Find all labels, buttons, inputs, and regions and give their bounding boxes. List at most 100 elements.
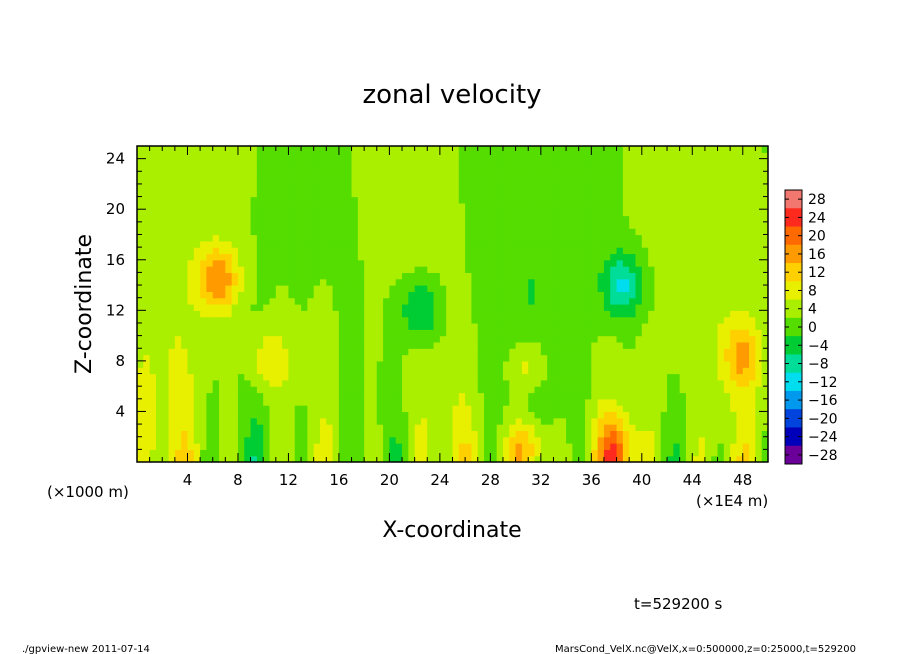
- heatmap-cell: [244, 392, 252, 400]
- heatmap-cell: [225, 190, 233, 198]
- heatmap-cell: [717, 322, 725, 330]
- heatmap-cell: [402, 297, 409, 305]
- heatmap-cell: [679, 341, 687, 349]
- heatmap-cell: [698, 183, 706, 191]
- heatmap-cell: [660, 411, 668, 419]
- heatmap-cell: [439, 272, 447, 280]
- heatmap-cell: [351, 190, 359, 198]
- heatmap-cell: [307, 417, 315, 425]
- heatmap-cell: [761, 183, 768, 191]
- heatmap-cell: [364, 259, 372, 267]
- heatmap-cell: [446, 215, 454, 223]
- heatmap-cell: [427, 316, 435, 324]
- heatmap-cell: [376, 209, 384, 217]
- heatmap-cell: [679, 228, 687, 236]
- heatmap-cell: [452, 278, 460, 286]
- heatmap-cell: [591, 417, 599, 425]
- heatmap-cell: [736, 367, 744, 375]
- heatmap-cell: [181, 360, 189, 368]
- heatmap-cell: [420, 158, 428, 166]
- heatmap-cell: [502, 202, 510, 210]
- heatmap-cell: [282, 411, 290, 419]
- heatmap-cell: [566, 177, 573, 185]
- heatmap-cell: [237, 196, 245, 204]
- heatmap-cell: [357, 291, 365, 299]
- heatmap-cell: [654, 183, 662, 191]
- heatmap-cell: [200, 417, 208, 425]
- heatmap-cell: [534, 196, 542, 204]
- heatmap-cell: [446, 278, 454, 286]
- heatmap-cell: [263, 228, 271, 236]
- heatmap-cell: [465, 329, 473, 337]
- heatmap-cell: [616, 228, 624, 236]
- heatmap-cell: [585, 215, 592, 223]
- heatmap-cell: [395, 278, 403, 286]
- heatmap-cell: [534, 215, 542, 223]
- heatmap-cell: [578, 436, 586, 444]
- heatmap-cell: [704, 171, 712, 179]
- heatmap-cell: [616, 297, 624, 305]
- heatmap-cell: [515, 291, 523, 299]
- heatmap-cell: [585, 316, 592, 324]
- heatmap-cell: [742, 158, 750, 166]
- heatmap-cell: [496, 443, 504, 450]
- heatmap-cell: [345, 253, 353, 261]
- heatmap-cell: [559, 209, 567, 217]
- heatmap-cell: [471, 310, 479, 318]
- heatmap-cell: [237, 360, 245, 368]
- heatmap-cell: [572, 177, 580, 185]
- heatmap-cell: [629, 443, 637, 450]
- heatmap-cell: [155, 322, 163, 330]
- heatmap-cell: [288, 335, 296, 343]
- heatmap-cell: [496, 379, 504, 387]
- heatmap-cell: [143, 266, 151, 273]
- heatmap-cell: [749, 335, 756, 343]
- heatmap-cell: [326, 367, 334, 375]
- heatmap-cell: [250, 291, 258, 299]
- heatmap-cell: [256, 259, 264, 267]
- heatmap-cell: [301, 146, 308, 153]
- heatmap-cell: [521, 272, 529, 280]
- heatmap-cell: [496, 158, 504, 166]
- heatmap-cell: [641, 247, 649, 255]
- heatmap-cell: [206, 152, 214, 160]
- heatmap-cell: [383, 379, 390, 387]
- heatmap-cell: [704, 310, 712, 318]
- heatmap-cell: [667, 183, 674, 191]
- heatmap-cell: [155, 278, 163, 286]
- heatmap-cell: [622, 278, 630, 286]
- heatmap-cell: [452, 183, 460, 191]
- heatmap-cell: [269, 310, 277, 318]
- heatmap-cell: [629, 183, 637, 191]
- heatmap-cell: [597, 240, 605, 248]
- heatmap-cell: [383, 183, 390, 191]
- heatmap-cell: [736, 417, 744, 425]
- heatmap-cell: [414, 215, 422, 223]
- heatmap-cell: [635, 297, 643, 305]
- heatmap-cell: [749, 247, 756, 255]
- heatmap-cell: [452, 411, 460, 419]
- heatmap-cell: [143, 341, 151, 349]
- heatmap-cell: [269, 228, 277, 236]
- heatmap-cell: [212, 392, 220, 400]
- heatmap-cell: [591, 190, 599, 198]
- heatmap-cell: [351, 398, 359, 406]
- heatmap-cell: [212, 278, 220, 286]
- heatmap-cell: [313, 329, 321, 337]
- heatmap-cell: [761, 316, 768, 324]
- heatmap-cell: [168, 405, 176, 413]
- heatmap-cell: [402, 367, 409, 375]
- heatmap-cell: [698, 443, 706, 450]
- heatmap-cell: [723, 449, 731, 457]
- heatmap-cell: [736, 272, 744, 280]
- heatmap-cell: [269, 405, 277, 413]
- heatmap-cell: [553, 398, 561, 406]
- heatmap-cell: [174, 152, 182, 160]
- heatmap-cell: [685, 424, 693, 431]
- heatmap-cell: [414, 335, 422, 343]
- heatmap-cell: [622, 392, 630, 400]
- heatmap-cell: [408, 234, 416, 242]
- heatmap-cell: [143, 322, 151, 330]
- heatmap-cell: [433, 240, 441, 248]
- heatmap-cell: [319, 360, 327, 368]
